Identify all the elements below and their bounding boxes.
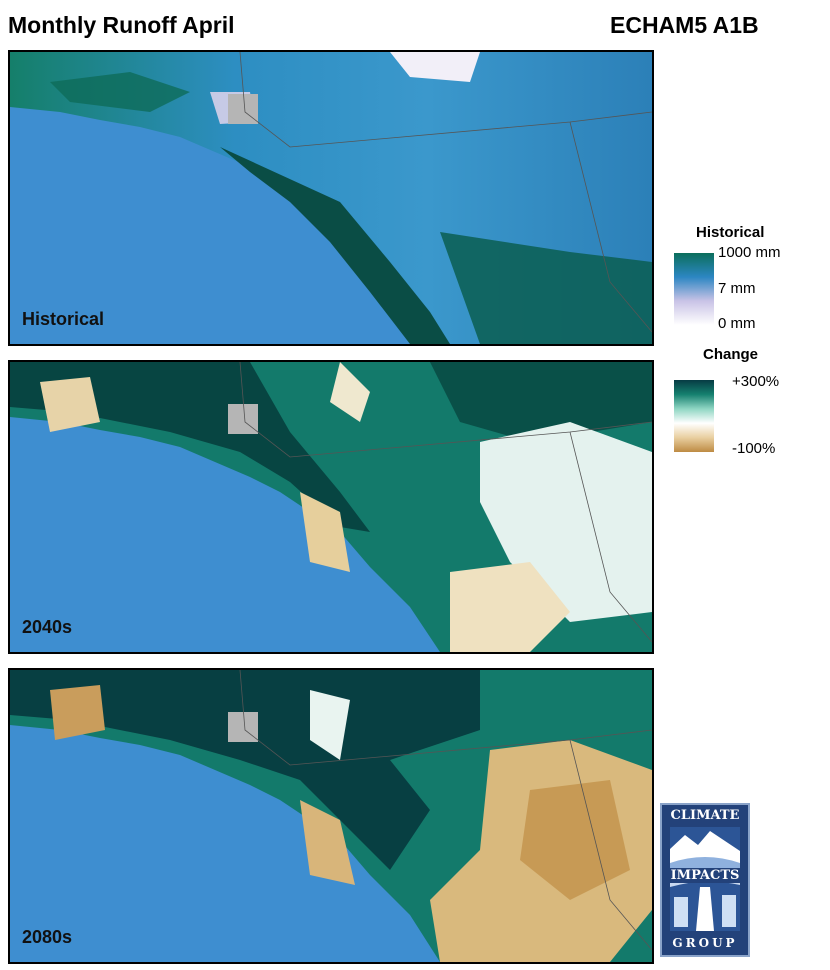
climate-impacts-group-logo: CLIMATE IMPACTS GROUP [660, 803, 750, 957]
panel-label-2040s: 2040s [22, 617, 73, 637]
legend-historical-tick-min: 0 mm [718, 315, 756, 332]
map-panel-historical: Historical [8, 50, 654, 346]
logo-line-3: GROUP [672, 936, 738, 950]
logo-line-1: CLIMATE [670, 808, 740, 823]
legend-change-tick-min: -100% [732, 440, 776, 457]
legend-historical-tick-max: 1000 mm [718, 244, 781, 261]
legend-historical-title: Historical [696, 224, 765, 241]
change-2040s-map [10, 362, 652, 652]
legend-change-colorbar [674, 380, 714, 452]
landscape-icon [670, 827, 740, 931]
change-2080s-map [10, 670, 652, 962]
panel-label-2080s: 2080s [22, 927, 73, 947]
model-scenario: ECHAM5 A1B [610, 12, 759, 38]
map-panel-2080s: 2080s [8, 668, 654, 964]
map-panel-2040s: 2040s [8, 360, 654, 654]
legend-historical-tick-mid: 7 mm [718, 280, 756, 297]
historical-runoff-map [10, 52, 652, 344]
map-title: Monthly Runoff April [8, 12, 235, 38]
logo-line-2: IMPACTS [662, 868, 748, 883]
legend-historical-colorbar [674, 253, 714, 325]
panel-label-historical: Historical [22, 309, 105, 329]
legend-change-tick-max: +300% [732, 373, 780, 390]
legend-change-title: Change [703, 346, 759, 363]
